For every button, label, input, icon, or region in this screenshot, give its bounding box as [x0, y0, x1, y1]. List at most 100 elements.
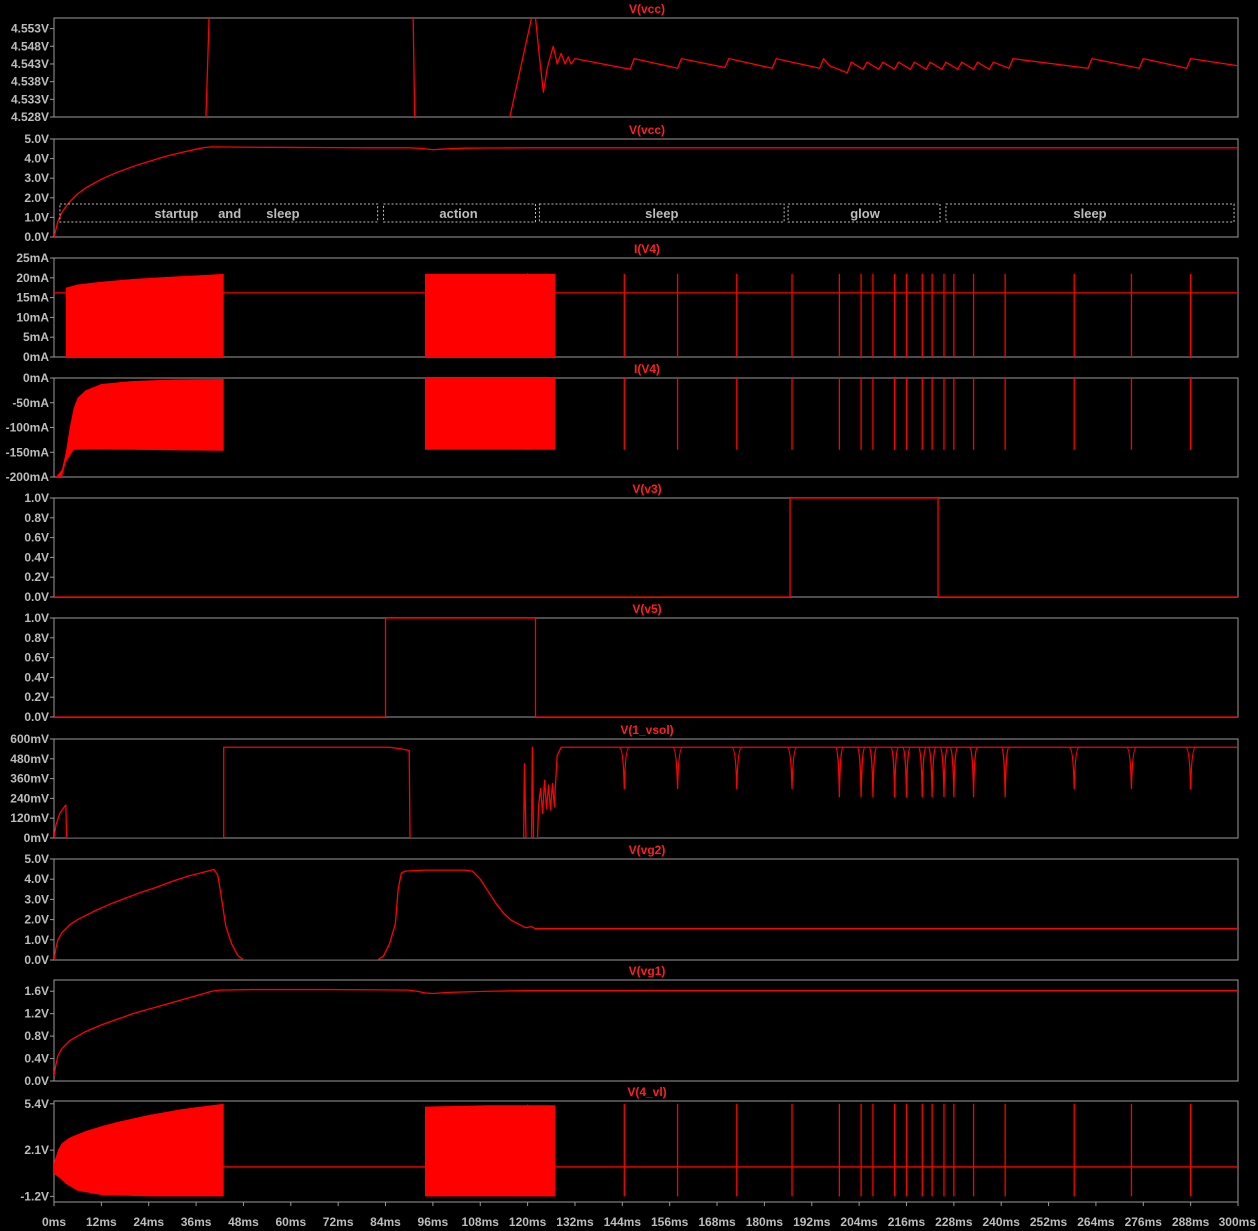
y-tick-label: 0.8V: [24, 631, 49, 645]
y-tick-label: 5.4V: [24, 1097, 49, 1111]
plot-area: [55, 378, 1192, 477]
phase-label: glow: [850, 206, 880, 221]
y-tick-label: 0.4V: [24, 1052, 49, 1066]
y-tick-label: 1.2V: [24, 1007, 49, 1021]
panel-frame: [53, 1100, 1239, 1203]
y-tick-label: 0.0V: [24, 953, 49, 967]
y-tick-label: 0mA: [23, 371, 49, 385]
panel-title: V(vcc): [629, 123, 665, 137]
phase-box: [538, 203, 785, 223]
solar-dip: [1000, 746, 1010, 798]
y-tick-label: 360mV: [10, 772, 49, 786]
y-tick-label: 240mV: [10, 791, 49, 805]
phase-label: sleep: [645, 206, 678, 221]
panel-frame: [53, 858, 1239, 961]
solar-dip: [939, 746, 949, 798]
plot-area: [54, 146, 1238, 237]
x-axis: 0ms 12ms 24ms 36ms 48ms 60ms 72ms 84ms 96ms 108ms…: [42, 1202, 1256, 1229]
x-tick-label: 156ms: [651, 1215, 689, 1229]
x-tick-label: 12ms: [86, 1215, 117, 1229]
panel-title: V(vg1): [629, 964, 666, 978]
panel-frame: [53, 738, 1239, 839]
panel-7: V(vg2) 5.0V 4.0V 3.0V 2.0V 1.0V 0.0V: [24, 843, 1239, 967]
trace-line: [54, 746, 1238, 838]
oscillation-band: [65, 273, 224, 357]
trace-line: [54, 988, 1238, 1076]
solar-dip: [672, 746, 683, 790]
oscillation-band: [54, 1103, 224, 1197]
y-tick-label: 120mV: [10, 811, 49, 825]
x-tick-label: 276ms: [1125, 1215, 1163, 1229]
panel-title: V(4_vl): [627, 1085, 666, 1099]
x-tick-label: 192ms: [793, 1215, 831, 1229]
panel-frame: [53, 138, 1239, 238]
x-tick-label: 24ms: [133, 1215, 164, 1229]
y-tick-label: 5.0V: [24, 132, 49, 146]
x-tick-label: 120ms: [509, 1215, 547, 1229]
panel-frame: [53, 617, 1239, 718]
solar-dip: [927, 746, 937, 798]
solar-dip: [901, 746, 912, 798]
panel-frame: [53, 17, 1239, 118]
panel-9: V(4_vl) 5.4V 2.1V -1.2V: [20, 1085, 1239, 1203]
trace-line: [526, 273, 531, 357]
x-tick-label: 216ms: [888, 1215, 926, 1229]
panel-frame: [53, 979, 1239, 1082]
y-tick-label: 600mV: [10, 732, 49, 746]
plot-area: [54, 273, 1238, 357]
x-tick-label: 264ms: [1077, 1215, 1115, 1229]
x-tick-label: 252ms: [1030, 1215, 1068, 1229]
x-tick-label: 204ms: [840, 1215, 878, 1229]
y-tick-label: 0.8V: [24, 1029, 49, 1043]
y-tick-label: 25mA: [16, 251, 49, 265]
solar-dip: [856, 746, 866, 798]
y-tick-label: 4.548V: [11, 39, 49, 53]
plot-area: [54, 746, 1238, 838]
panel-title: I(V4): [634, 362, 660, 376]
phase-label: action: [439, 206, 477, 221]
x-tick-label: 180ms: [746, 1215, 784, 1229]
y-tick-label: 20mA: [16, 271, 49, 285]
trace-line: [526, 1104, 531, 1197]
y-tick-label: 4.528V: [11, 110, 49, 124]
y-tick-label: 5mA: [23, 330, 49, 344]
solar-dip: [1068, 746, 1080, 790]
x-tick-label: 240ms: [983, 1215, 1021, 1229]
y-tick-label: 0.0V: [24, 1074, 49, 1088]
oscillation-band: [55, 378, 224, 477]
y-tick-label: 1.0V: [24, 611, 49, 625]
solar-dip: [731, 746, 743, 790]
panel-title: V(vcc): [629, 2, 665, 16]
x-tick-label: 132ms: [556, 1215, 594, 1229]
y-tick-label: 1.6V: [24, 984, 49, 998]
y-tick-label: 5.0V: [24, 852, 49, 866]
oscillation-band: [424, 273, 556, 357]
y-tick-label: 1.0V: [24, 491, 49, 505]
y-tick-label: 0.8V: [24, 511, 49, 525]
panel-frame: [53, 377, 1239, 478]
trace-line: [54, 146, 1238, 237]
x-tick-label: 144ms: [604, 1215, 642, 1229]
y-tick-label: 1.0V: [24, 933, 49, 947]
panel-title: V(1_vsol): [620, 723, 673, 737]
solar-dip: [1185, 746, 1196, 790]
y-tick-label: -50mA: [12, 396, 49, 410]
y-tick-label: 0.2V: [24, 570, 49, 584]
y-tick-label: 0.2V: [24, 690, 49, 704]
y-tick-label: 2.0V: [24, 191, 49, 205]
solar-dip: [868, 746, 878, 798]
y-tick-label: 15mA: [16, 291, 49, 305]
panel-title: I(V4): [634, 242, 660, 256]
plot-area: [54, 988, 1238, 1076]
panel-0: V(vcc) 4.553V 4.548V 4.543V 4.538V 4.533V 4.52…: [11, 2, 1239, 124]
y-tick-label: 4.533V: [11, 92, 49, 106]
phase-box: [945, 203, 1235, 223]
panel-4: V(v3) 1.0V 0.8V 0.6V 0.4V 0.2V 0.0V: [24, 482, 1239, 604]
y-tick-label: 4.553V: [11, 22, 49, 36]
y-tick-label: 0.0V: [24, 590, 49, 604]
panel-2: I(V4) 25mA 20mA 15mA 10mA 5mA 0mA: [16, 242, 1239, 364]
y-tick-label: 0mA: [23, 350, 49, 364]
x-tick-label: 0ms: [42, 1215, 66, 1229]
y-tick-label: 480mV: [10, 752, 49, 766]
